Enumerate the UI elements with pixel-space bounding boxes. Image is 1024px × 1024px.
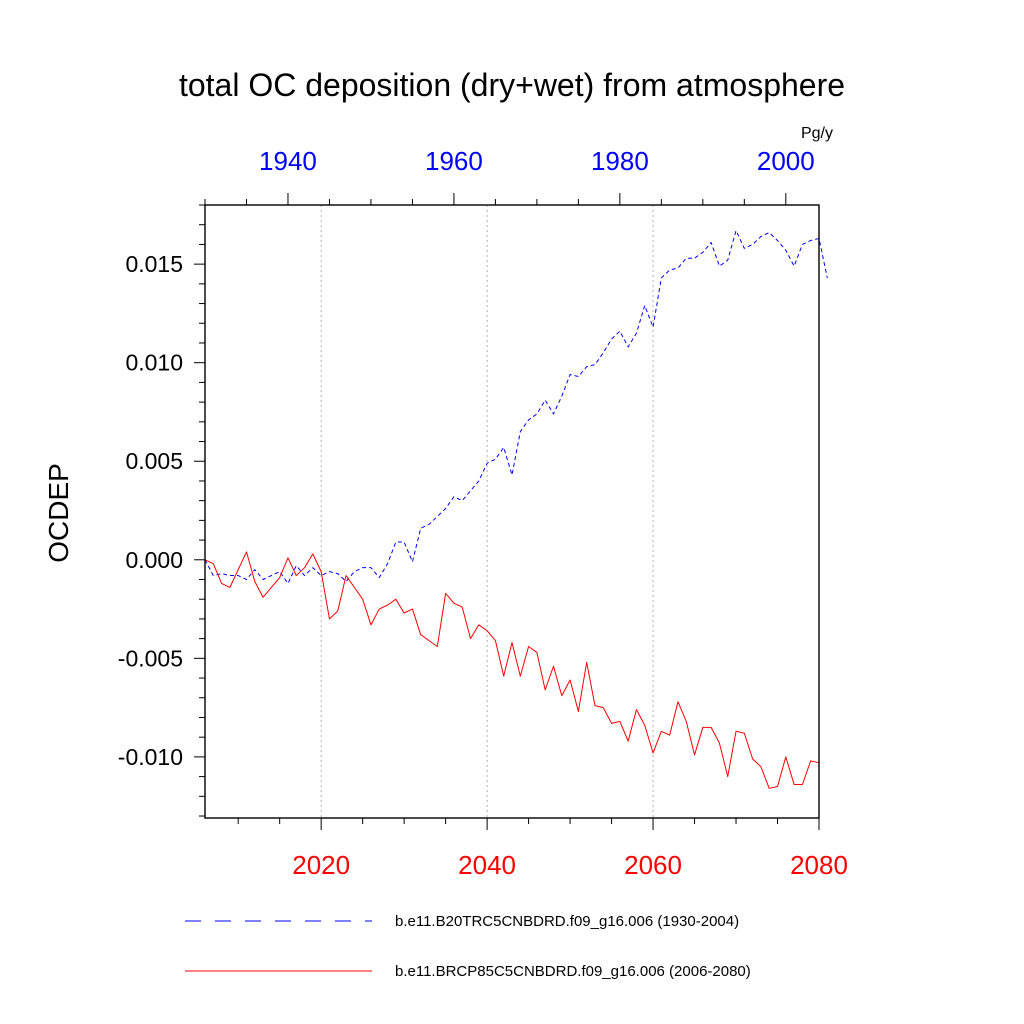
series-lines [204,230,828,789]
y-tick-label: 0.000 [125,547,183,573]
x-bottom-tick-label: 2020 [292,850,350,880]
y-axis-label: OCDEP [43,463,74,563]
legend: b.e11.B20TRC5CNBDRD.f09_g16.006 (1930-20… [185,913,751,980]
chart-title: total OC deposition (dry+wet) from atmos… [179,67,845,103]
x-bottom-tick-label: 2060 [624,850,682,880]
x-top-tick-label: 1960 [425,146,483,176]
y-tick-label: -0.010 [118,744,183,770]
series-line-0 [204,230,828,584]
x-top-tick-label: 2000 [757,146,815,176]
bottom-x-tick-labels: 2020 2040 2060 2080 [292,850,848,880]
series-points-0 [205,231,827,584]
units-label: Pg/y [801,125,833,142]
legend-label-rcp85: b.e11.BRCP85C5CNBDRD.f09_g16.006 (2006-2… [395,963,751,980]
y-tick-label: 0.015 [125,251,183,277]
top-x-tick-labels: 1940 1960 1980 2000 [259,146,815,176]
y-tick-label: 0.010 [125,350,183,376]
grid-lines [320,205,654,818]
axes [194,193,820,830]
y-tick-label: 0.005 [125,448,183,474]
x-top-tick-label: 1980 [591,146,649,176]
series-line-1 [204,551,820,789]
y-tick-label: -0.005 [118,645,183,671]
plot-frame [204,204,820,819]
y-tick-labels: -0.010 -0.005 0.000 0.005 0.010 0.015 [118,251,183,770]
legend-label-historical: b.e11.B20TRC5CNBDRD.f09_g16.006 (1930-20… [395,913,739,930]
x-bottom-tick-label: 2080 [790,850,848,880]
x-top-tick-label: 1940 [259,146,317,176]
x-bottom-tick-label: 2040 [458,850,516,880]
series-points-1 [205,552,819,789]
